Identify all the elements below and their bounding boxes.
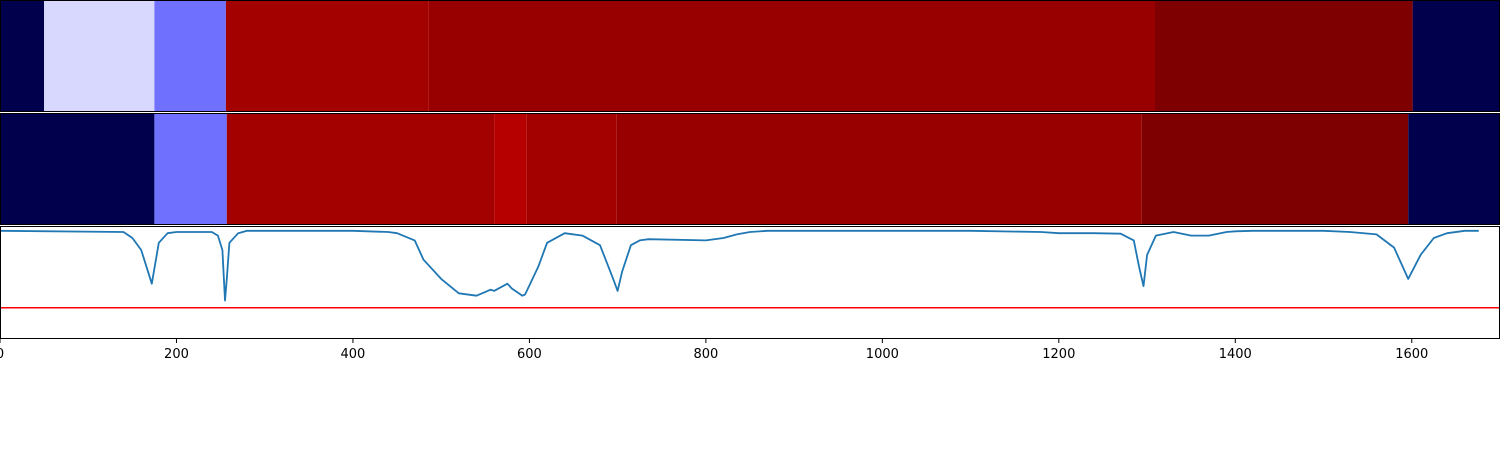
heatmap-segment-1-3: [494, 113, 527, 225]
heatmap-segment-1-5: [616, 113, 1142, 225]
heatmap-panel-top: [0, 0, 1500, 112]
heatmap-segment-0-5: [1155, 0, 1413, 112]
x-tick-label-4: 800: [693, 347, 718, 362]
heatmap-panel-middle: [0, 113, 1500, 225]
heatmap-segment-1-6: [1141, 113, 1409, 225]
x-tick-label-6: 1200: [1042, 347, 1075, 362]
heatmap-segment-1-0: [0, 113, 155, 225]
heatmap-segment-1-1: [154, 113, 227, 225]
x-tick-label-0: 0: [0, 347, 4, 362]
series-line-0: [0, 229, 1479, 302]
heatmap-segment-0-1: [44, 0, 155, 112]
heatmap-segment-0-3: [225, 0, 429, 112]
x-tick-label-5: 1000: [866, 347, 899, 362]
heatmap-segment-1-7: [1408, 113, 1500, 225]
x-tick-label-2: 400: [341, 347, 366, 362]
x-axis: 0 200 400 600 800 1000 1200 1400 1600: [0, 339, 1428, 362]
heatmap-segment-1-4: [526, 113, 617, 225]
x-tick-label-1: 200: [164, 347, 189, 362]
x-tick-label-7: 1400: [1219, 347, 1252, 362]
x-tick-label-3: 600: [517, 347, 542, 362]
heatmap-segment-0-4: [428, 0, 1156, 112]
heatmap-segment-0-2: [154, 0, 226, 112]
x-tick-label-8: 1600: [1395, 347, 1428, 362]
heatmap-segment-0-0: [0, 0, 45, 112]
heatmap-segment-0-6: [1412, 0, 1500, 112]
heatmap-segment-1-2: [226, 113, 495, 225]
line-chart-panel: [0, 229, 1500, 309]
